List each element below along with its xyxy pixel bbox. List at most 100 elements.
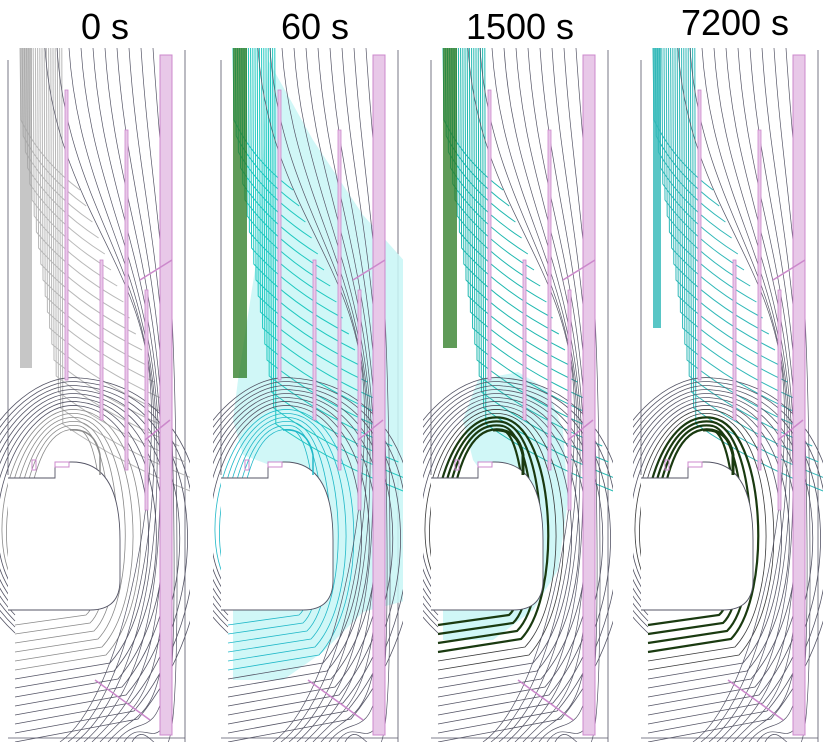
brace-upper [352, 259, 386, 281]
panel-label-0: 0 s [80, 6, 130, 47]
central-body [431, 461, 544, 611]
right-wall [792, 54, 806, 736]
right-wall [582, 54, 596, 736]
outer-arc [293, 48, 374, 742]
field-line [633, 405, 782, 680]
body-cap [492, 428, 525, 475]
field-line [213, 401, 370, 689]
panel-1 [213, 48, 403, 742]
fixture [687, 461, 703, 468]
fixture [454, 459, 460, 471]
brace-upper [772, 259, 806, 281]
fan-line [694, 48, 823, 492]
brace-lower [307, 679, 364, 721]
panel-3 [633, 48, 823, 742]
fan-line [484, 48, 613, 492]
fan-line [258, 48, 368, 383]
outer-arc [281, 48, 371, 742]
fan-line [678, 48, 788, 383]
plate-3 [567, 289, 572, 511]
right-wall [372, 54, 386, 736]
outer-arc [336, 48, 388, 742]
fan-line [61, 48, 190, 492]
outer-arc [68, 48, 158, 742]
outer-arc [479, 48, 578, 742]
outer-arc [44, 48, 152, 742]
plate-2 [99, 259, 104, 421]
panel-label-2: 1500 s [465, 6, 575, 47]
field-line [423, 401, 580, 689]
fan-line [32, 48, 118, 287]
fixture [267, 461, 283, 468]
field-line [0, 405, 149, 680]
outer-arc [123, 48, 175, 742]
fan-line [256, 48, 362, 367]
fixture [477, 461, 493, 468]
fixture [31, 459, 37, 471]
outer-arc [467, 48, 575, 742]
field-line [423, 405, 572, 680]
outer-arc [503, 48, 584, 742]
fan-line [455, 48, 541, 287]
central-body [8, 461, 121, 611]
fan-line [475, 48, 597, 431]
outer-arc [677, 48, 785, 742]
fan-line [274, 48, 403, 492]
fan-line [43, 48, 149, 367]
panel-0 [0, 48, 190, 742]
plate-2 [312, 259, 317, 421]
fixture [244, 459, 250, 471]
brace [777, 419, 804, 441]
body-cap [282, 429, 314, 475]
fan-line [45, 48, 155, 383]
brace [357, 419, 384, 441]
body-cap [702, 428, 735, 475]
outer-arc [740, 48, 802, 742]
fan-line [685, 48, 807, 431]
outer-arc [107, 48, 169, 742]
plate-1 [337, 129, 342, 471]
outer-arc [713, 48, 794, 742]
central-body [221, 461, 334, 611]
plate-0 [277, 89, 282, 381]
plate-1 [124, 129, 129, 471]
brace [144, 419, 171, 441]
brace-lower [517, 679, 574, 721]
field-line [213, 405, 362, 680]
fan-line [676, 48, 782, 367]
fan-core [20, 48, 32, 368]
panel-body [633, 48, 823, 742]
brace-lower [94, 679, 151, 721]
fan-core [443, 48, 457, 348]
outer-arc [701, 48, 791, 742]
plate-3 [144, 289, 149, 511]
outer-arc [491, 48, 581, 742]
fan-line [466, 48, 572, 367]
plate-1 [547, 129, 552, 471]
right-wall [159, 54, 173, 736]
brace-lower [727, 679, 784, 721]
brace-upper [139, 259, 173, 281]
outer-arc [56, 48, 155, 742]
central-body [641, 461, 754, 611]
fan-core [653, 48, 661, 328]
outer-arc [689, 48, 788, 742]
panel-2 [423, 48, 613, 742]
brace-upper [562, 259, 596, 281]
outer-arc [546, 48, 598, 742]
field-line [0, 401, 157, 689]
fixture [54, 461, 70, 468]
panel-body [213, 48, 403, 742]
outer-arc [80, 48, 161, 742]
plate-2 [522, 259, 527, 421]
fan-line [468, 48, 578, 383]
plate-0 [487, 89, 492, 381]
body-cap [69, 429, 101, 475]
field-line [633, 401, 790, 689]
fan-line [665, 48, 751, 287]
plate-0 [64, 89, 69, 381]
outer-arc [756, 48, 808, 742]
outer-arc [257, 48, 365, 742]
